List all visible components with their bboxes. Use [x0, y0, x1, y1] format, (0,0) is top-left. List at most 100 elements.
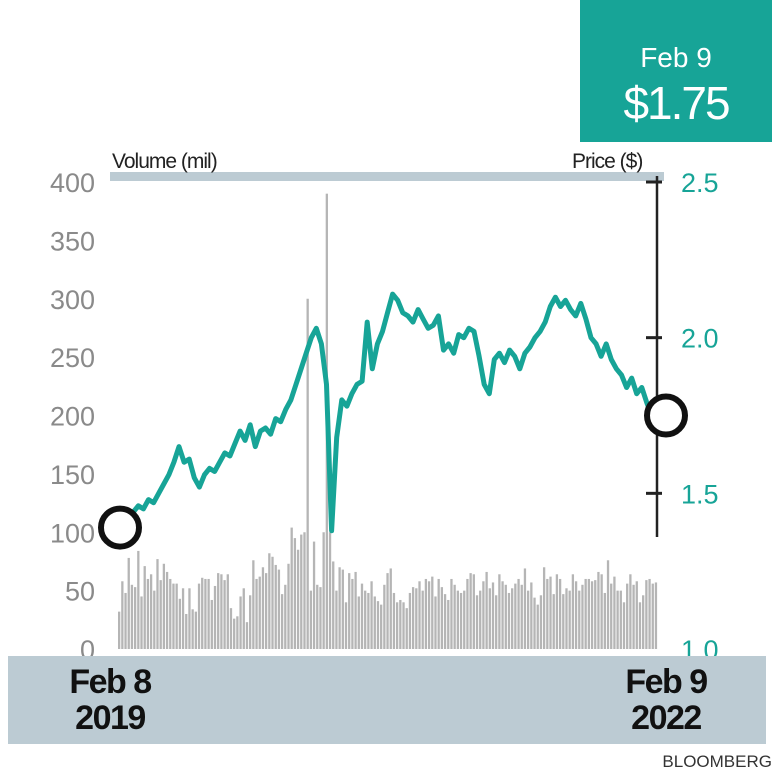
- volume-bar: [348, 573, 351, 649]
- volume-bar: [594, 580, 597, 649]
- volume-bar: [456, 590, 459, 650]
- volume-tick-label: 250: [50, 343, 95, 373]
- volume-bar: [453, 584, 456, 649]
- volume-bar: [341, 569, 344, 649]
- volume-bar: [498, 574, 501, 649]
- volume-bar: [149, 574, 153, 649]
- volume-bar: [137, 550, 140, 649]
- volume-bar: [501, 581, 504, 649]
- volume-bar: [312, 541, 316, 649]
- volume-tick-label: 350: [50, 226, 95, 256]
- volume-bar: [555, 574, 559, 649]
- callout-date: Feb 9: [640, 42, 712, 73]
- volume-bar: [274, 564, 277, 649]
- volume-bar: [159, 580, 162, 649]
- volume-bar: [645, 580, 648, 649]
- volume-bar: [185, 613, 188, 649]
- volume-bar: [217, 573, 220, 649]
- volume-bar: [488, 588, 491, 649]
- volume-bar: [485, 571, 488, 649]
- volume-bar: [642, 595, 645, 649]
- volume-bar: [603, 592, 606, 649]
- volume-bar: [121, 581, 124, 649]
- volume-bar: [469, 573, 472, 649]
- volume-bar: [309, 590, 313, 650]
- volume-bar: [252, 560, 255, 649]
- header-band: [110, 172, 664, 181]
- volume-bar: [300, 534, 303, 649]
- volume-bar: [284, 584, 287, 649]
- volume-bar: [322, 532, 325, 649]
- volume-bar: [578, 590, 581, 650]
- volume-bar: [351, 578, 354, 649]
- volume-bar: [165, 571, 169, 649]
- volume-bar: [162, 563, 166, 649]
- x-label-end-date: Feb 9: [625, 663, 708, 701]
- volume-tick-label: 400: [50, 168, 95, 198]
- volume-bar: [319, 587, 322, 649]
- volume-bar: [264, 573, 268, 649]
- volume-bar: [651, 583, 654, 649]
- volume-bar: [354, 571, 357, 649]
- volume-bar: [344, 602, 348, 649]
- volume-bar: [648, 578, 651, 649]
- volume-bar: [207, 578, 210, 649]
- volume-bar: [466, 578, 469, 649]
- volume-bar: [437, 578, 440, 649]
- volume-bar: [197, 583, 201, 649]
- volume-tick-label: 300: [50, 285, 95, 315]
- volume-bar: [386, 573, 389, 649]
- price-axis-title: Price ($): [572, 150, 643, 173]
- volume-bar: [277, 569, 281, 649]
- volume-bar: [271, 556, 274, 649]
- volume-bar: [613, 576, 616, 649]
- volume-bar: [443, 594, 447, 649]
- volume-bar: [118, 611, 121, 649]
- volume-bar: [520, 584, 523, 649]
- volume-bar: [507, 592, 511, 649]
- volume-bar: [539, 595, 543, 649]
- volume-bar: [130, 584, 134, 649]
- volume-bar: [523, 568, 527, 649]
- price-tick-label: 1.5: [681, 479, 719, 509]
- volume-bar: [514, 583, 517, 649]
- volume-bar: [306, 298, 309, 649]
- x-label-start: Feb 8 2019: [58, 664, 162, 736]
- volume-bar: [239, 596, 242, 649]
- volume-bar: [402, 602, 405, 649]
- volume-bar: [156, 559, 159, 649]
- markers: [98, 393, 688, 550]
- callout-value: $1.75: [623, 77, 730, 129]
- volume-bar: [213, 585, 217, 649]
- volume-bar: [245, 622, 249, 649]
- volume-bar: [568, 590, 571, 650]
- price-callout: Feb 9 $1.75: [580, 0, 772, 142]
- volume-bar: [335, 590, 338, 650]
- volume-bar: [558, 578, 562, 649]
- volume-bar: [622, 602, 626, 649]
- volume-bar: [536, 604, 539, 649]
- volume-bar: [191, 609, 194, 649]
- volume-bar: [450, 578, 453, 649]
- volume-bar: [565, 588, 568, 649]
- volume-bar: [287, 563, 290, 649]
- price-line: [115, 291, 655, 534]
- volume-bar: [370, 581, 373, 649]
- volume-bar: [389, 568, 392, 649]
- x-label-end-year: 2022: [631, 699, 702, 737]
- volume-bar: [431, 576, 434, 649]
- volume-bar: [383, 584, 386, 649]
- volume-bar: [290, 527, 293, 649]
- volume-bar: [574, 581, 578, 649]
- volume-tick-label: 200: [50, 402, 95, 432]
- volume-bar: [427, 581, 431, 649]
- volume-bar: [552, 594, 555, 649]
- volume-bar: [261, 567, 265, 649]
- volume-bar: [405, 608, 408, 649]
- volume-bar: [472, 574, 475, 649]
- volume-bar: [549, 576, 552, 649]
- volume-bar: [357, 596, 360, 649]
- volume-bar: [233, 618, 236, 649]
- volume-bar: [530, 582, 533, 649]
- volume-bar: [226, 574, 229, 649]
